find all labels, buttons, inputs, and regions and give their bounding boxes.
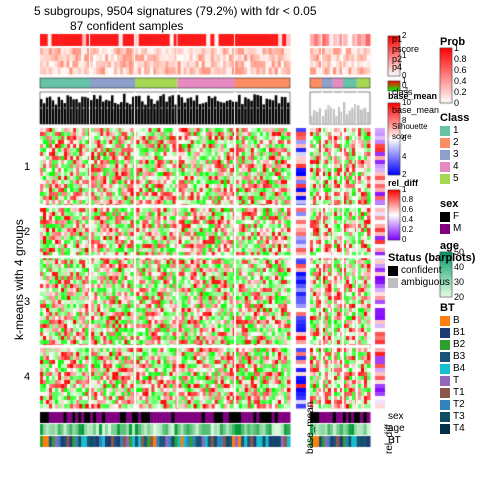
kmeans-group-label: 1: [24, 161, 30, 173]
legend-tick: 30: [454, 277, 464, 287]
anno-row-label: sex: [388, 411, 404, 422]
kmeans-group-label: 4: [24, 371, 30, 383]
legend-item: B2: [440, 339, 465, 350]
legend-item: ambiguous: [388, 277, 450, 288]
legend-item: T1: [440, 387, 465, 398]
legend-tick: 1: [454, 43, 459, 53]
colorbar-tick: 0.8: [402, 195, 413, 204]
top-anno-label: score: [392, 132, 412, 141]
legend-item: B1: [440, 327, 465, 338]
legend-title: sex: [440, 198, 458, 210]
kmeans-group-label: 2: [24, 226, 30, 238]
colorbar-tick: 0.2: [402, 225, 413, 234]
top-anno-label: p4: [392, 62, 402, 72]
top-anno-label: Silhouette: [392, 122, 428, 131]
legend-item: B3: [440, 351, 465, 362]
legend-item: T4: [440, 423, 465, 434]
legend-item: B4: [440, 363, 465, 374]
legend-title: Class: [440, 112, 469, 124]
legend-item: B: [440, 315, 460, 326]
legend-item: T3: [440, 411, 465, 422]
legend-tick: 0.2: [454, 87, 467, 97]
colorbar-tick: 0: [402, 235, 406, 244]
legend-item: 1: [440, 125, 459, 136]
top-anno-label: class: [392, 87, 413, 97]
top-anno-label: base_mean: [392, 105, 439, 115]
rel-diff-label: rel_diff: [384, 424, 395, 454]
base-mean-label: base_mean: [305, 402, 316, 454]
legend-tick: 0: [454, 98, 459, 108]
colorbar-tick: 2: [402, 31, 406, 40]
colorbar-tick: 0.4: [402, 215, 413, 224]
legend-tick: 0.8: [454, 54, 467, 64]
legend-item: T: [440, 375, 459, 386]
kmeans-group-label: 3: [24, 296, 30, 308]
legend-title: BT: [440, 302, 455, 314]
colorbar-title: rel_diff: [388, 178, 418, 188]
legend-item: F: [440, 211, 459, 222]
legend-tick: 20: [454, 292, 464, 302]
legend-tick: 0.4: [454, 76, 467, 86]
legend-item: 2: [440, 137, 459, 148]
legend-title: Prob: [440, 36, 465, 48]
legend-title: Status (barplots): [388, 252, 475, 264]
top-anno-label: p1: [392, 34, 402, 44]
legend-tick: 0.6: [454, 65, 467, 75]
legend-item: 4: [440, 161, 459, 172]
legend-item: T2: [440, 399, 465, 410]
top-anno-label: pscore: [392, 44, 419, 54]
legend-item: 5: [440, 173, 459, 184]
legend-item: M: [440, 223, 461, 234]
legend-item: confident: [388, 265, 442, 276]
legend-item: 3: [440, 149, 459, 160]
colorbar-tick: 4: [402, 152, 406, 161]
colorbar-tick: 0.6: [402, 205, 413, 214]
